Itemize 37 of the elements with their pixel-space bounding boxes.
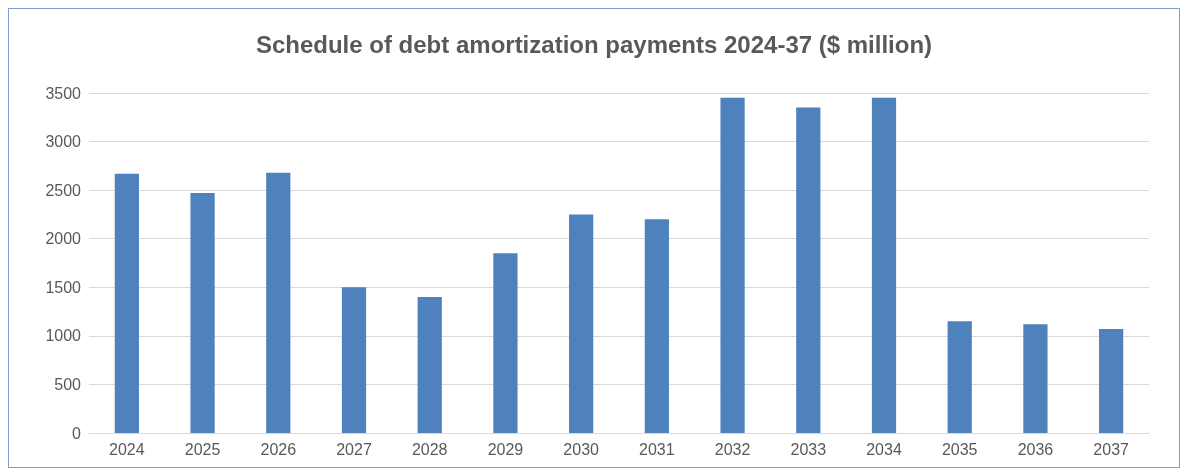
y-tick-label: 2500 bbox=[45, 181, 82, 199]
y-tick-label: 1000 bbox=[45, 327, 82, 345]
x-tick-label: 2031 bbox=[639, 440, 675, 458]
bar bbox=[569, 214, 594, 433]
bar bbox=[796, 107, 821, 433]
x-tick-label: 2024 bbox=[109, 440, 145, 458]
bar bbox=[114, 173, 139, 433]
y-tick-label: 3000 bbox=[45, 133, 82, 151]
bar bbox=[644, 219, 669, 433]
bar bbox=[266, 172, 291, 433]
bar bbox=[720, 97, 745, 433]
x-tick-label: 2032 bbox=[714, 440, 751, 458]
x-tick-label: 2029 bbox=[487, 440, 524, 458]
y-tick-label: 3500 bbox=[45, 84, 82, 102]
x-tick-label: 2025 bbox=[184, 440, 221, 458]
x-tick-label: 2037 bbox=[1093, 440, 1130, 458]
y-tick-label: 500 bbox=[54, 375, 82, 393]
x-tick-label: 2034 bbox=[866, 440, 902, 458]
y-tick-label: 2000 bbox=[45, 230, 82, 248]
bar bbox=[190, 193, 215, 433]
x-tick-label: 2033 bbox=[790, 440, 827, 458]
bar bbox=[493, 253, 518, 433]
bar bbox=[1023, 324, 1048, 433]
bar bbox=[341, 287, 367, 433]
bar bbox=[1099, 329, 1124, 433]
x-tick-label: 2036 bbox=[1017, 440, 1054, 458]
y-tick-label: 1500 bbox=[45, 278, 82, 296]
bar bbox=[417, 297, 442, 433]
bar bbox=[871, 97, 897, 433]
y-tick-label: 0 bbox=[72, 424, 82, 442]
x-tick-label: 2030 bbox=[563, 440, 600, 458]
x-tick-label: 2035 bbox=[941, 440, 978, 458]
chart-title: Schedule of debt amortization payments 2024-37 ($ million) bbox=[255, 30, 933, 58]
x-tick-label: 2026 bbox=[260, 440, 297, 458]
bar bbox=[947, 321, 972, 433]
x-tick-label: 2027 bbox=[336, 440, 372, 458]
x-tick-label: 2028 bbox=[411, 440, 448, 458]
